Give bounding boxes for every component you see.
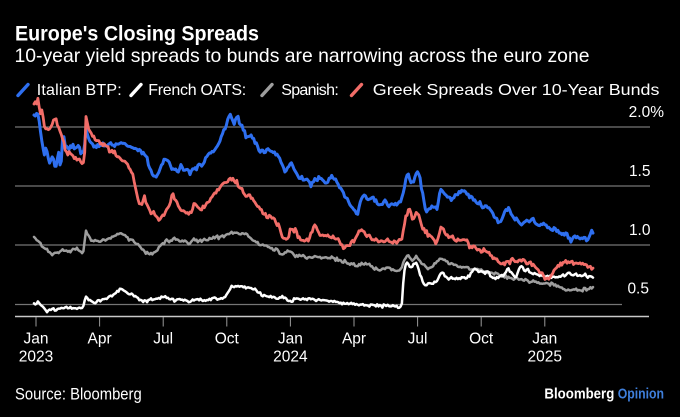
svg-text:Source: Bloomberg: Source: Bloomberg — [15, 386, 142, 404]
svg-text:Spanish:: Spanish: — [281, 82, 339, 99]
svg-text:Opinion: Opinion — [618, 386, 664, 403]
svg-text:2024: 2024 — [273, 349, 308, 366]
svg-text:Jul: Jul — [153, 331, 173, 348]
svg-text:Apr: Apr — [342, 331, 366, 348]
svg-text:2025: 2025 — [528, 349, 562, 366]
svg-text:Oct: Oct — [469, 331, 494, 348]
svg-text:Jul: Jul — [408, 331, 428, 348]
svg-text:Oct: Oct — [215, 331, 240, 348]
svg-text:Greek Spreads Over 10-Year Bun: Greek Spreads Over 10-Year Bunds — [373, 82, 660, 99]
svg-text:2.0%: 2.0% — [629, 104, 665, 121]
svg-text:Europe's Closing Spreads: Europe's Closing Spreads — [15, 23, 259, 46]
svg-text:Bloomberg: Bloomberg — [544, 386, 614, 403]
svg-text:1.0: 1.0 — [629, 222, 651, 239]
svg-text:Jan: Jan — [278, 331, 303, 348]
svg-text:Jan: Jan — [532, 331, 557, 348]
svg-text:Jan: Jan — [24, 331, 49, 348]
svg-text:1.5: 1.5 — [629, 163, 651, 180]
svg-text:French OATS:: French OATS: — [148, 82, 246, 99]
svg-text:0.5: 0.5 — [627, 281, 649, 298]
svg-text:Apr: Apr — [88, 331, 112, 348]
svg-text:2023: 2023 — [19, 349, 53, 366]
svg-text:10-year yield spreads to bunds: 10-year yield spreads to bunds are narro… — [15, 45, 590, 67]
svg-text:Italian BTP:: Italian BTP: — [37, 82, 122, 99]
